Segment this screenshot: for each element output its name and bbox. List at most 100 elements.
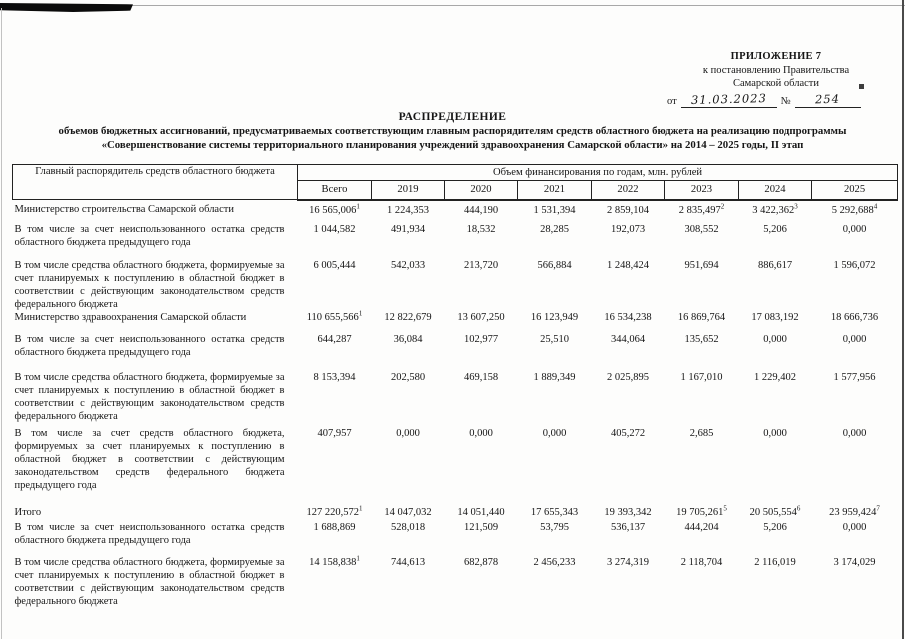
row-value: 23 959,4247 [812,492,898,519]
header-grbs-column: Главный распорядитель средств областного… [12,164,298,200]
row-value: 28,285 [518,217,592,249]
scan-artifact-right-edge [902,0,904,639]
row-value: 886,617 [739,249,812,311]
value-number: 1 531,394 [533,204,576,216]
header-col-year-2022: 2022 [591,180,665,201]
value-number: 1 596,072 [833,259,876,271]
value-number: 536,137 [610,521,646,533]
row-value: 110 655,5661 [298,310,372,324]
value-number: 407,957 [317,427,352,439]
value-number: 405,272 [610,427,646,439]
row-label: В том числе за счет средств областного б… [14,427,285,491]
header-col-year-2024: 2024 [738,180,812,201]
row-value: 19 393,342 [592,492,665,519]
value-number: 121,509 [463,521,499,533]
value-number: 886,617 [757,259,793,271]
value-number: 2 456,233 [533,556,576,568]
budget-table-wrapper: Главный распорядитель средств областного… [12,164,899,608]
table-row: В том числе средства областного бюджета,… [13,249,898,311]
row-value: 308,552 [665,217,739,249]
number-underline: 254 [794,91,861,108]
approval-line: от 31.03.2023 № 254 [661,91,891,108]
value-number: 14 051,440 [457,506,505,518]
row-value: 13 607,250 [445,311,518,324]
number-sign-label: № [780,95,791,107]
appendix-title: ПРИЛОЖЕНИЕ 7 [730,51,822,62]
value-number: 53,795 [540,521,569,533]
row-value: 16 123,949 [518,311,592,324]
value-number: 16 565,006 [309,204,357,216]
value-number: 528,018 [390,521,426,533]
row-value: 566,884 [518,249,592,311]
row-value: 0,000 [739,423,812,492]
row-value: 536,137 [592,519,665,547]
row-value: 16 869,764 [665,311,739,324]
row-value: 344,064 [592,324,665,359]
footnote-marker: 1 [356,202,360,210]
table-row: Министерство строительства Самарской обл… [13,200,898,217]
header-col-year-2021: 2021 [517,180,592,201]
row-value: 407,957 [298,423,372,492]
row-value: 5,206 [739,217,812,249]
value-number: 19 393,342 [604,506,652,518]
value-number: 2 835,497 [678,204,721,216]
row-value: 18,532 [445,217,518,249]
row-value: 682,878 [445,547,518,608]
footnote-marker: 1 [359,504,363,512]
value-number: 8 153,394 [313,371,356,383]
value-number: 0,000 [469,427,493,439]
table-row: В том числе за счет средств областного б… [13,423,898,492]
footnote-marker: 3 [794,202,798,210]
table-header: Главный распорядитель средств областного… [12,164,899,201]
row-value: 36,084 [372,324,445,359]
value-number: 491,934 [390,223,426,235]
value-number: 1 889,349 [533,371,576,383]
value-number: 127 220,572 [306,506,360,518]
value-number: 6 005,444 [313,259,356,271]
row-value: 135,652 [665,324,739,359]
value-number: 1 044,582 [313,223,356,235]
row-value: 1 889,349 [518,359,592,423]
row-value: 0,000 [812,324,898,359]
value-number: 542,033 [390,259,426,271]
value-number: 23 959,424 [829,506,877,518]
header-col-year-2019: 2019 [371,180,445,201]
value-number: 16 534,238 [604,311,652,323]
row-value: 2 835,4972 [665,200,739,217]
row-value: 528,018 [372,519,445,547]
footnote-marker: 1 [356,554,360,562]
value-number: 951,694 [684,259,719,271]
value-number: 1 688,869 [313,521,356,533]
row-value: 14 158,8381 [298,547,372,608]
value-number: 1 167,010 [680,371,723,383]
value-number: 19 705,261 [676,506,724,518]
footnote-marker: 4 [873,202,878,210]
table-row: В том числе за счет неиспользованного ос… [13,324,898,359]
row-value: 405,272 [592,423,665,492]
row-label: В том числе за счет неиспользованного ос… [14,521,285,546]
footnote-marker: 7 [876,504,880,512]
header-col-year-2020: 2020 [444,180,518,201]
row-value: 1 224,353 [372,200,445,217]
footnote-marker: 5 [723,504,727,512]
row-label: В том числе за счет неиспользованного ос… [14,223,285,248]
value-number: 0,000 [842,223,867,235]
row-label: В том числе средства областного бюджета,… [14,556,285,607]
value-number: 0,000 [542,427,567,439]
row-value: 1 044,582 [298,217,372,249]
row-value: 16 534,238 [592,311,665,324]
row-value: 469,158 [445,359,518,423]
table-row: В том числе средства областного бюджета,… [13,359,898,423]
table-row: В том числе средства областного бюджета,… [13,547,898,608]
value-number: 1 248,424 [607,259,649,271]
row-value: 5,206 [739,519,812,547]
row-value: 202,580 [372,359,445,423]
value-number: 192,073 [610,223,646,235]
value-number: 5,206 [763,223,787,235]
row-value: 951,694 [665,249,739,311]
row-value: 2 456,233 [518,547,592,608]
value-number: 3 174,029 [833,556,876,568]
header-financing-span: Объем финансирования по годам, млн. рубл… [296,164,899,181]
row-value: 1 577,956 [812,359,898,423]
row-value: 491,934 [372,217,445,249]
